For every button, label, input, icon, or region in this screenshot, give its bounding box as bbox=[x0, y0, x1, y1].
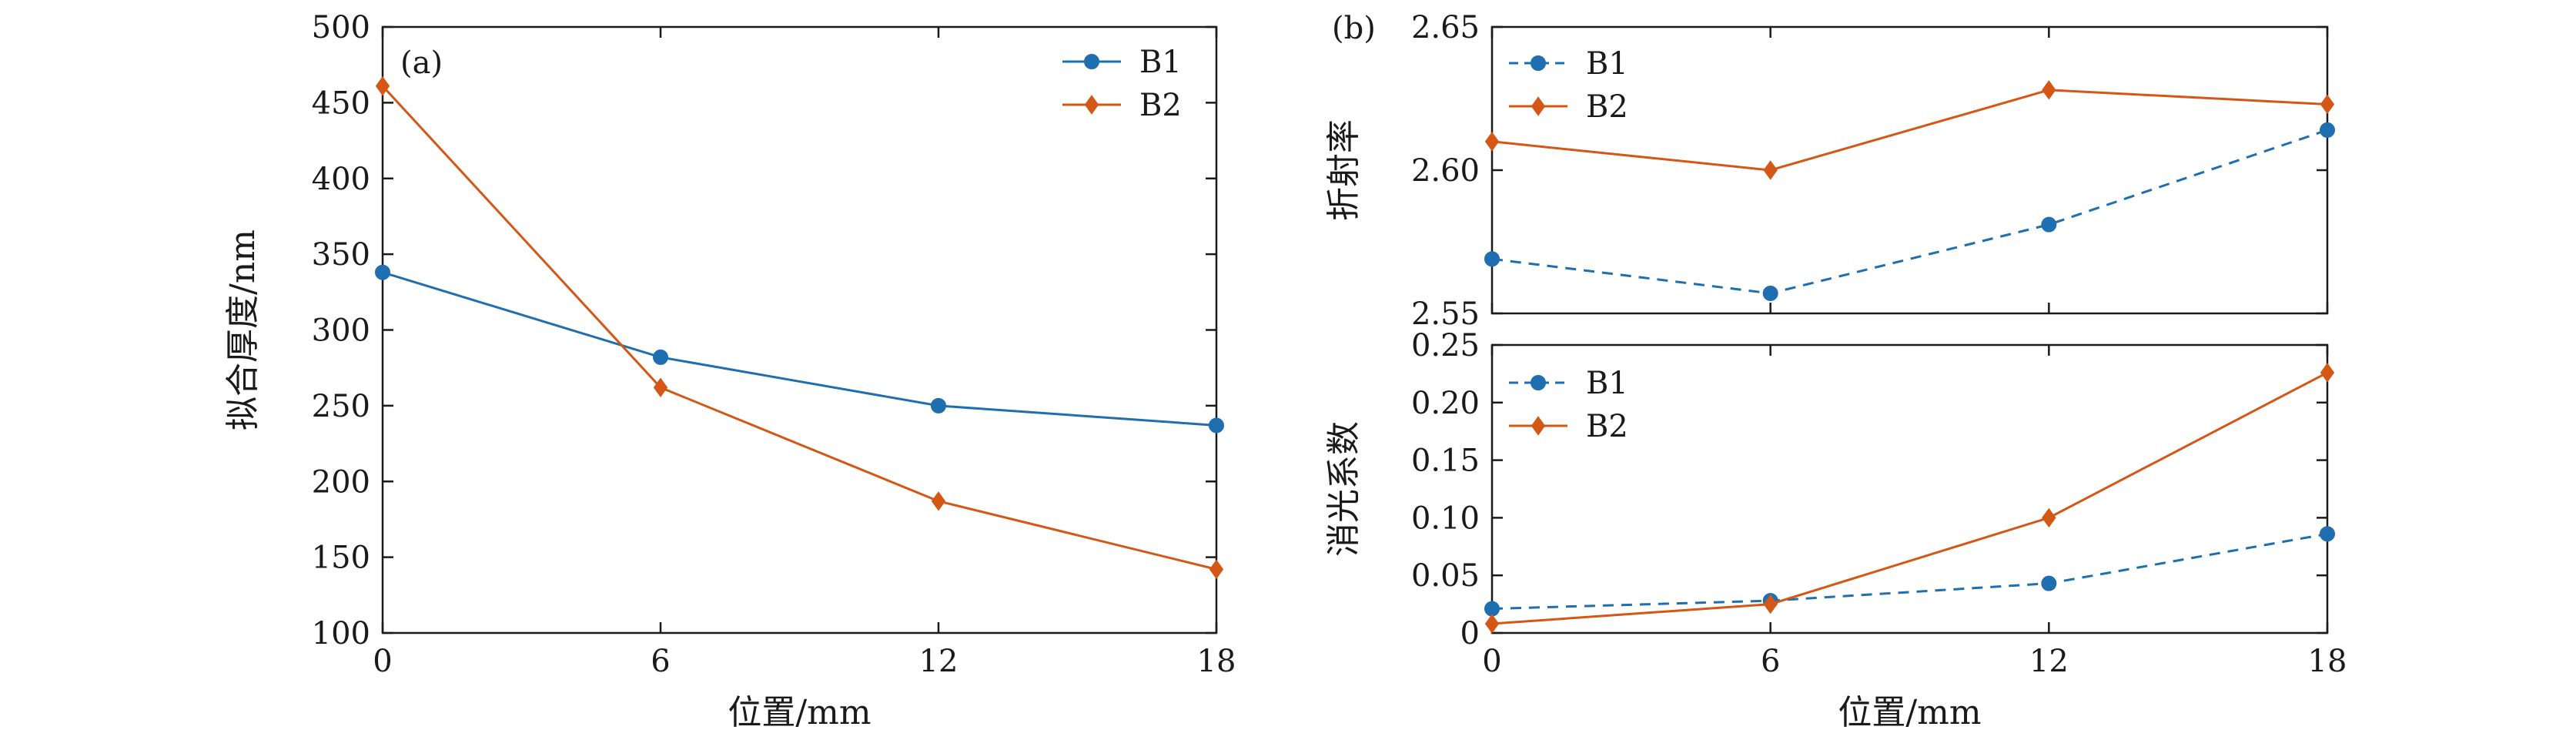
x-tick-label: 12 bbox=[2029, 644, 2069, 679]
data-point-B1 bbox=[1484, 601, 1500, 617]
data-point-B2 bbox=[1484, 614, 1500, 634]
data-point-B1 bbox=[2320, 526, 2335, 542]
legend-marker-B1 bbox=[1531, 55, 1546, 71]
data-point-B2 bbox=[1484, 132, 1500, 152]
x-tick-label: 6 bbox=[1761, 644, 1780, 679]
y-tick-label: 350 bbox=[312, 237, 370, 273]
chart-panel-0: 100 150 200 250 300 350 400 450 500 0 6 12 18 位置/mm 拟合… bbox=[223, 10, 1236, 732]
data-point-B2 bbox=[1209, 559, 1224, 580]
y-tick-label: 2.55 bbox=[1411, 296, 1480, 332]
data-point-B1 bbox=[1484, 251, 1500, 267]
chart-panel-1: 2.55 2.60 2.65 折射率 (b) B1 B2 bbox=[1324, 10, 2335, 332]
y-tick-label: 0 bbox=[1460, 616, 1480, 651]
y-tick-label: 2.65 bbox=[1411, 10, 1480, 45]
chart-panel-2: 0 0.05 0.10 0.15 0.20 0.25 0 6 12 18 位置/mm 消光系数 B1 B2 bbox=[1324, 328, 2347, 732]
data-point-B2 bbox=[1763, 160, 1778, 180]
legend-label-B2: B2 bbox=[1139, 88, 1182, 123]
data-point-B2 bbox=[653, 377, 668, 397]
y-tick-label: 500 bbox=[312, 10, 370, 45]
y-tick-label: 0.10 bbox=[1411, 501, 1480, 536]
series-line-B2 bbox=[381, 85, 1217, 571]
x-tick-label: 12 bbox=[919, 644, 958, 679]
panel-tag: (a) bbox=[400, 45, 443, 81]
y-tick-label: 150 bbox=[312, 541, 370, 576]
data-point-B1 bbox=[2041, 216, 2057, 233]
x-axis-label: 位置/mm bbox=[728, 693, 871, 732]
data-point-B2 bbox=[2042, 80, 2056, 100]
y-tick-label: 400 bbox=[312, 162, 370, 197]
legend-label-B2: B2 bbox=[1586, 409, 1628, 444]
data-point-B1 bbox=[1209, 417, 1224, 434]
data-point-B1 bbox=[2041, 575, 2057, 591]
legend-marker-B2 bbox=[1531, 96, 1546, 116]
legend-marker-B2 bbox=[1084, 95, 1099, 115]
y-tick-label: 0.05 bbox=[1411, 558, 1480, 594]
y-axis-label: 折射率 bbox=[1324, 119, 1363, 221]
data-point-B2 bbox=[931, 491, 946, 511]
x-tick-label: 18 bbox=[1197, 644, 1236, 679]
y-axis-label: 消光系数 bbox=[1324, 421, 1363, 557]
y-tick-label: 0.15 bbox=[1411, 444, 1480, 479]
data-point-B2 bbox=[1763, 594, 1778, 614]
legend-marker-B1 bbox=[1084, 54, 1099, 69]
data-point-B1 bbox=[653, 349, 668, 365]
y-tick-label: 0.25 bbox=[1411, 328, 1480, 363]
y-tick-label: 100 bbox=[312, 616, 370, 651]
data-point-B1 bbox=[1762, 285, 1778, 301]
legend-marker-B2 bbox=[1531, 416, 1546, 436]
legend-label-B2: B2 bbox=[1586, 89, 1628, 125]
y-tick-label: 0.20 bbox=[1411, 386, 1480, 421]
data-point-B2 bbox=[375, 76, 390, 96]
data-point-B2 bbox=[2042, 507, 2056, 528]
legend-label-B1: B1 bbox=[1586, 46, 1628, 82]
data-point-B2 bbox=[2320, 94, 2335, 115]
y-tick-label: 300 bbox=[312, 313, 370, 349]
x-tick-label: 6 bbox=[651, 644, 670, 679]
data-point-B2 bbox=[2320, 363, 2335, 383]
y-tick-label: 200 bbox=[312, 464, 370, 500]
data-point-B1 bbox=[2320, 122, 2335, 138]
x-axis-label: 位置/mm bbox=[1838, 693, 1981, 732]
panel-tag: (b) bbox=[1332, 11, 1376, 46]
plot-frame bbox=[1490, 343, 2329, 634]
data-point-B1 bbox=[931, 397, 946, 414]
data-point-B1 bbox=[375, 264, 390, 280]
series-line-B1 bbox=[382, 271, 1217, 427]
y-tick-label: 2.60 bbox=[1411, 153, 1480, 189]
x-tick-label: 0 bbox=[1482, 644, 1501, 679]
x-tick-label: 18 bbox=[2308, 644, 2347, 679]
series-line-B1 bbox=[1491, 532, 2328, 611]
legend-label-B1: B1 bbox=[1586, 366, 1628, 401]
y-tick-label: 450 bbox=[312, 85, 370, 121]
y-axis-label: 拟合厚度/nm bbox=[223, 229, 263, 430]
series-line-B2 bbox=[1491, 371, 2328, 625]
y-tick-label: 250 bbox=[312, 389, 370, 424]
series-line-B2 bbox=[1491, 89, 2328, 172]
legend-marker-B1 bbox=[1531, 375, 1546, 390]
x-tick-label: 0 bbox=[373, 644, 392, 679]
legend-label-B1: B1 bbox=[1139, 45, 1182, 80]
